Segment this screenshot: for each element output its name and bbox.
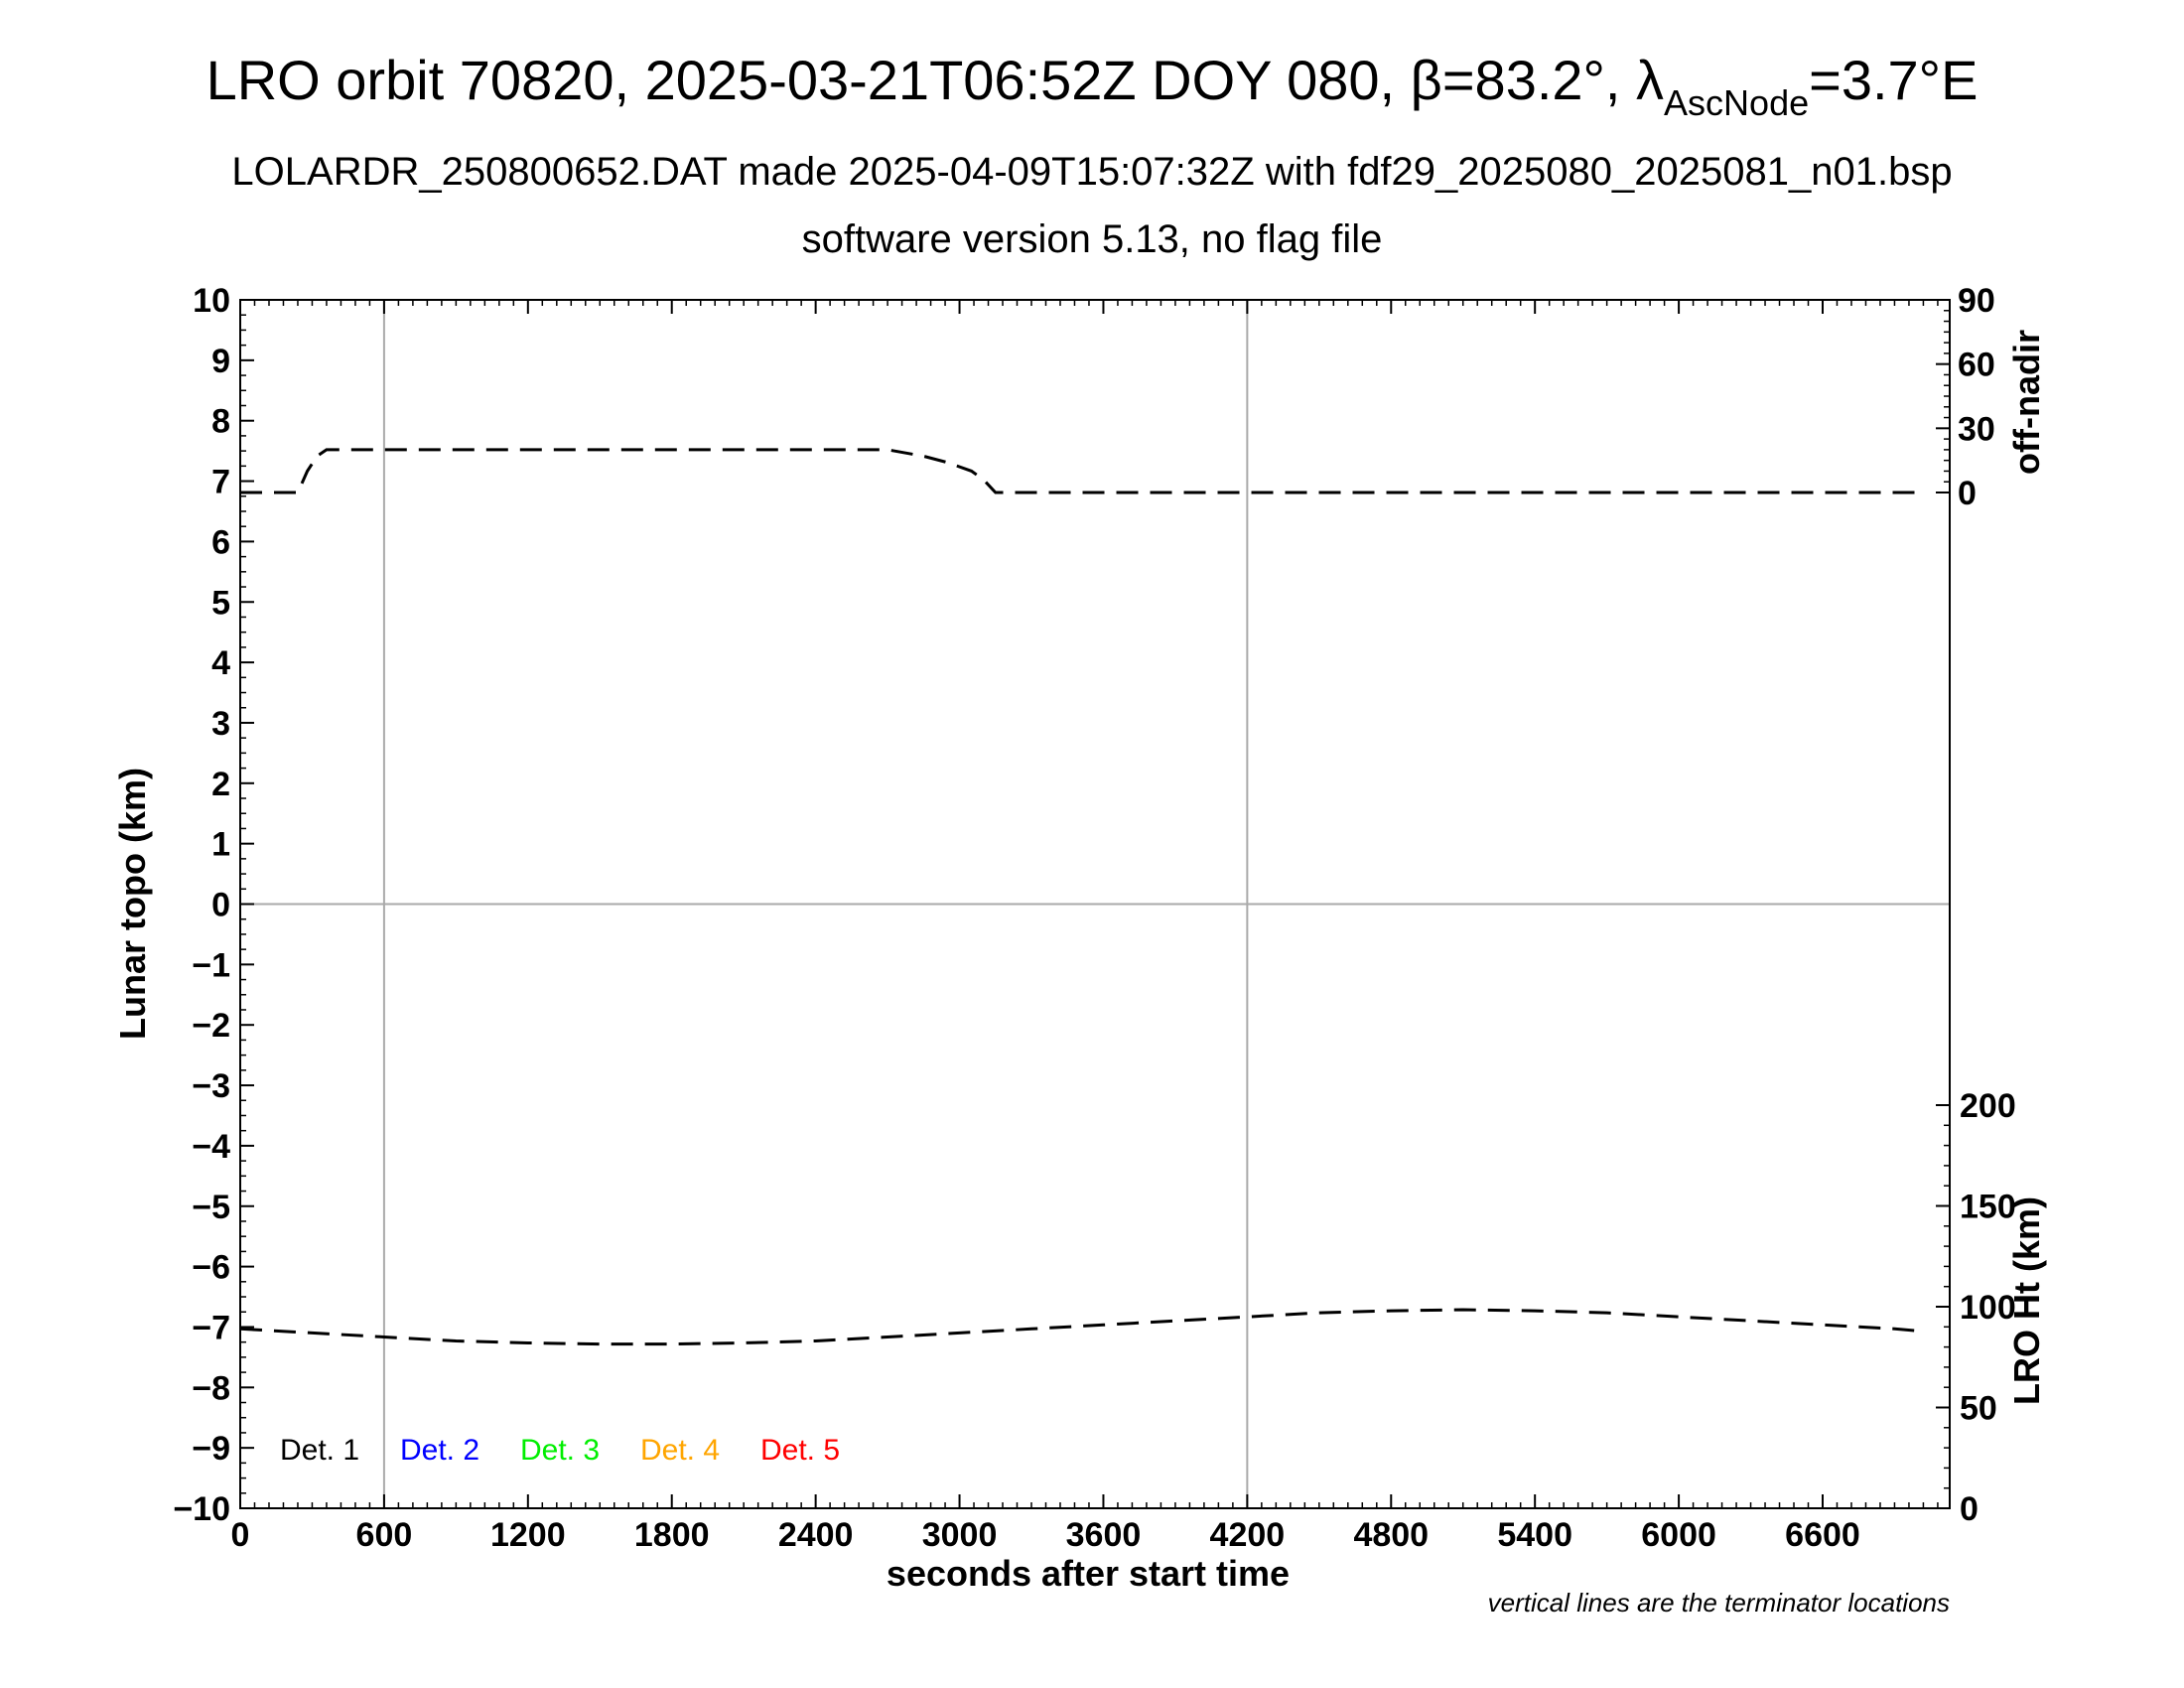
y-axis-label: Lunar topo (km) [112, 768, 153, 1040]
legend-item: Det. 2 [400, 1434, 479, 1467]
y-tick-label: −9 [192, 1430, 230, 1468]
x-axis: 0 600 1200 1800 2400 3000 3600 4200 4800 5400 6000… [231, 300, 1939, 1554]
chart-title: LRO orbit 70820, 2025-03-21T06:52Z DOY 0… [206, 49, 1979, 123]
y-tick-label: 10 [193, 282, 230, 320]
legend-item: Det. 3 [520, 1434, 600, 1467]
offnadir-axis: 90 60 30 0 [1936, 282, 1995, 512]
height-tick-label: 0 [1960, 1490, 1979, 1528]
height-tick-label: 50 [1960, 1390, 1997, 1428]
y-tick-label: 3 [211, 705, 230, 743]
x-tick-label: 4800 [1353, 1516, 1429, 1554]
x-tick-label: 600 [356, 1516, 413, 1554]
height-tick-label: 200 [1960, 1087, 2016, 1125]
y-tick-label: −1 [192, 946, 230, 984]
y-tick-label: −3 [192, 1067, 230, 1105]
height-tick-label: 100 [1960, 1289, 2016, 1327]
y-tick-label: −4 [192, 1128, 230, 1166]
x-tick-label: 5400 [1497, 1516, 1572, 1554]
y-tick-label: 4 [211, 644, 230, 682]
series-layer [239, 448, 1919, 1346]
offnadir-series-line [240, 448, 1919, 494]
x-tick-label: 3600 [1066, 1516, 1142, 1554]
legend-item: Det. 4 [640, 1434, 720, 1467]
y-tick-label: 8 [211, 403, 230, 441]
legend: Det. 1 Det. 2 Det. 3 Det. 4 Det. 5 [280, 1434, 840, 1467]
lro-height-series-line [239, 1308, 1919, 1346]
offnadir-tick-label: 90 [1958, 282, 1995, 320]
offnadir-tick-label: 60 [1958, 347, 1995, 384]
x-tick-label: 0 [231, 1516, 250, 1554]
y-tick-label: 9 [211, 343, 230, 380]
y-tick-label: −10 [173, 1490, 230, 1528]
y-tick-label: −5 [192, 1189, 230, 1226]
offnadir-tick-label: 30 [1958, 410, 1995, 448]
y-tick-label: 1 [211, 826, 230, 864]
height-axis: 200 150 100 50 0 [1936, 1087, 2016, 1528]
y-tick-label: 7 [211, 464, 230, 501]
x-tick-label: 6600 [1785, 1516, 1860, 1554]
x-axis-label: seconds after start time [887, 1553, 1290, 1594]
y-tick-label: 0 [211, 887, 230, 924]
height-axis-label: LRO Ht (km) [2006, 1196, 2047, 1405]
chart-subtitle: LOLARDR_250800652.DAT made 2025-04-09T15… [231, 150, 1952, 194]
legend-item: Det. 1 [280, 1434, 359, 1467]
x-tick-label: 3000 [922, 1516, 998, 1554]
footnote: vertical lines are the terminator locati… [1488, 1588, 1950, 1618]
x-tick-label: 1800 [634, 1516, 710, 1554]
legend-item: Det. 5 [760, 1434, 840, 1467]
y-tick-label: 5 [211, 584, 230, 622]
y-tick-label: 6 [211, 523, 230, 561]
offnadir-axis-label: off-nadir [2006, 330, 2047, 475]
y-tick-label: −8 [192, 1369, 230, 1407]
offnadir-tick-label: 0 [1958, 475, 1977, 512]
height-tick-label: 150 [1960, 1189, 2016, 1226]
x-tick-label: 2400 [778, 1516, 854, 1554]
y-tick-label: −6 [192, 1249, 230, 1287]
y-tick-label: 2 [211, 766, 230, 803]
y-tick-label: −2 [192, 1007, 230, 1045]
x-tick-label: 6000 [1641, 1516, 1716, 1554]
x-tick-label: 4200 [1210, 1516, 1286, 1554]
chart-subtitle-2: software version 5.13, no flag file [802, 217, 1383, 261]
x-tick-label: 1200 [490, 1516, 566, 1554]
y-tick-label: −7 [192, 1309, 230, 1346]
